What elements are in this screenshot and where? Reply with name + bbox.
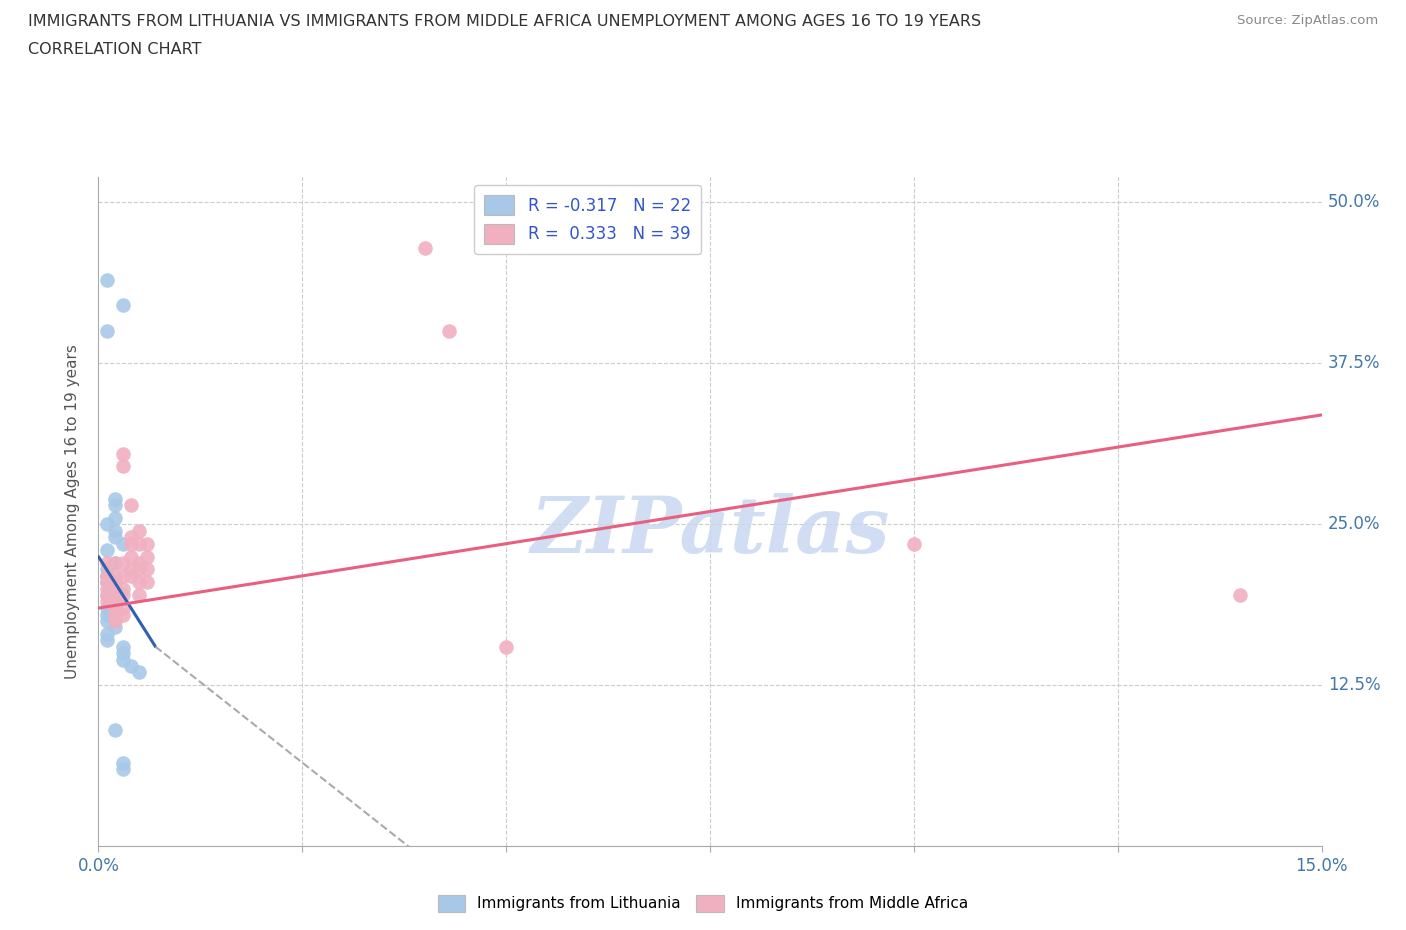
Point bbox=[104, 568, 127, 583]
Point bbox=[136, 562, 159, 577]
Point bbox=[104, 620, 127, 635]
Text: ZIPatlas: ZIPatlas bbox=[530, 493, 890, 570]
Point bbox=[111, 601, 134, 616]
Point bbox=[96, 324, 118, 339]
Point bbox=[104, 575, 127, 590]
Point bbox=[96, 543, 118, 558]
Text: Source: ZipAtlas.com: Source: ZipAtlas.com bbox=[1237, 14, 1378, 27]
Point bbox=[1229, 588, 1251, 603]
Point bbox=[120, 549, 142, 564]
Point bbox=[128, 537, 150, 551]
Point bbox=[96, 562, 118, 577]
Point bbox=[104, 594, 127, 609]
Y-axis label: Unemployment Among Ages 16 to 19 years: Unemployment Among Ages 16 to 19 years bbox=[65, 344, 80, 679]
Point bbox=[96, 517, 118, 532]
Point bbox=[128, 524, 150, 538]
Point bbox=[104, 491, 127, 506]
Point bbox=[120, 568, 142, 583]
Point bbox=[96, 594, 118, 609]
Point bbox=[96, 575, 118, 590]
Point bbox=[111, 581, 134, 596]
Point bbox=[136, 537, 159, 551]
Point bbox=[120, 658, 142, 673]
Point bbox=[111, 588, 134, 603]
Point bbox=[96, 588, 118, 603]
Point bbox=[136, 575, 159, 590]
Point bbox=[111, 568, 134, 583]
Point bbox=[104, 723, 127, 737]
Point bbox=[120, 498, 142, 512]
Text: 37.5%: 37.5% bbox=[1327, 354, 1381, 372]
Point bbox=[111, 762, 134, 777]
Point bbox=[104, 524, 127, 538]
Point bbox=[136, 549, 159, 564]
Point bbox=[111, 298, 134, 312]
Point bbox=[96, 601, 118, 616]
Point bbox=[128, 555, 150, 570]
Point bbox=[111, 639, 134, 654]
Point bbox=[104, 588, 127, 603]
Point bbox=[495, 639, 517, 654]
Point bbox=[104, 530, 127, 545]
Point bbox=[104, 607, 127, 622]
Point bbox=[96, 632, 118, 647]
Point bbox=[104, 498, 127, 512]
Point bbox=[96, 568, 118, 583]
Text: 25.0%: 25.0% bbox=[1327, 515, 1381, 534]
Text: 50.0%: 50.0% bbox=[1327, 193, 1381, 211]
Point bbox=[111, 607, 134, 622]
Point bbox=[128, 665, 150, 680]
Point bbox=[96, 568, 118, 583]
Point bbox=[104, 555, 127, 570]
Point bbox=[104, 581, 127, 596]
Point bbox=[96, 272, 118, 287]
Point bbox=[96, 627, 118, 642]
Text: 12.5%: 12.5% bbox=[1327, 676, 1381, 695]
Point bbox=[903, 537, 925, 551]
Point bbox=[96, 614, 118, 629]
Point bbox=[120, 562, 142, 577]
Legend: R = -0.317   N = 22, R =  0.333   N = 39: R = -0.317 N = 22, R = 0.333 N = 39 bbox=[474, 185, 702, 254]
Point bbox=[104, 581, 127, 596]
Point bbox=[111, 645, 134, 660]
Point bbox=[111, 459, 134, 474]
Text: CORRELATION CHART: CORRELATION CHART bbox=[28, 42, 201, 57]
Point bbox=[128, 562, 150, 577]
Point bbox=[104, 614, 127, 629]
Point bbox=[96, 555, 118, 570]
Point bbox=[111, 755, 134, 770]
Point bbox=[104, 555, 127, 570]
Point bbox=[111, 555, 134, 570]
Point bbox=[104, 601, 127, 616]
Point bbox=[437, 324, 460, 339]
Point bbox=[120, 537, 142, 551]
Point bbox=[128, 588, 150, 603]
Point bbox=[104, 511, 127, 525]
Point bbox=[104, 594, 127, 609]
Point bbox=[413, 240, 436, 255]
Point bbox=[96, 581, 118, 596]
Point bbox=[120, 530, 142, 545]
Point bbox=[96, 607, 118, 622]
Point bbox=[111, 537, 134, 551]
Legend: Immigrants from Lithuania, Immigrants from Middle Africa: Immigrants from Lithuania, Immigrants fr… bbox=[432, 889, 974, 918]
Point bbox=[111, 446, 134, 461]
Point bbox=[96, 588, 118, 603]
Text: IMMIGRANTS FROM LITHUANIA VS IMMIGRANTS FROM MIDDLE AFRICA UNEMPLOYMENT AMONG AG: IMMIGRANTS FROM LITHUANIA VS IMMIGRANTS … bbox=[28, 14, 981, 29]
Point bbox=[96, 575, 118, 590]
Point bbox=[128, 575, 150, 590]
Point bbox=[111, 652, 134, 667]
